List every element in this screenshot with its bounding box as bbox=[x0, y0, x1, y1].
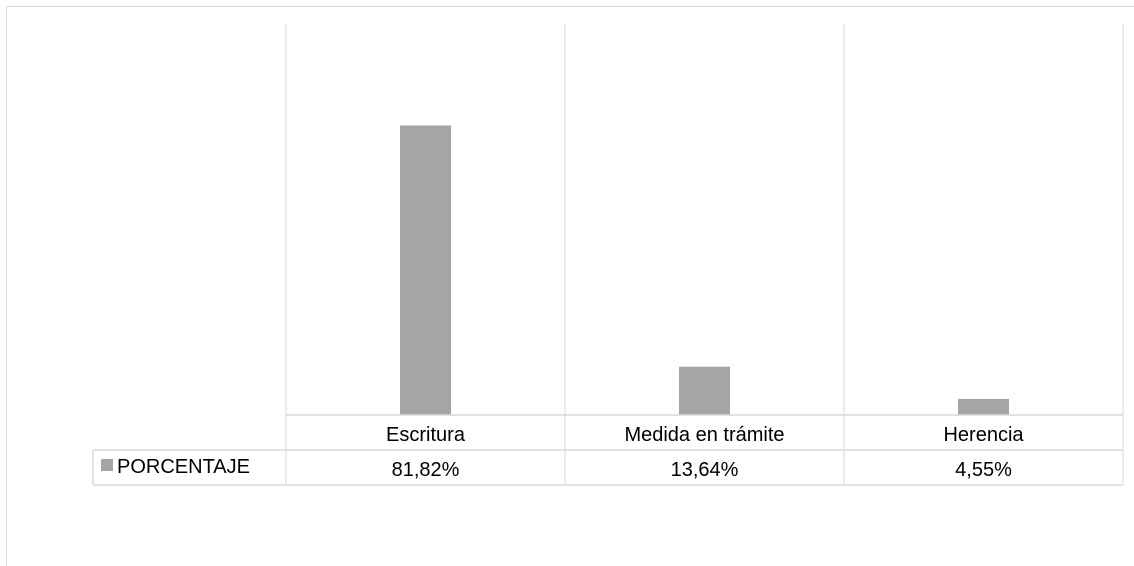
category-label: Medida en trámite bbox=[624, 424, 784, 446]
data-table: Escritura Medida en trámite Herencia 81,82… bbox=[92, 414, 1123, 486]
category-separators bbox=[285, 24, 1124, 485]
bar-escritura bbox=[400, 125, 451, 416]
legend-key-porcentaje bbox=[101, 459, 113, 471]
bar-herencia bbox=[958, 398, 1009, 415]
value-label: 13,64% bbox=[671, 459, 739, 481]
bar-medida-en-tr-mite bbox=[679, 366, 730, 415]
bars bbox=[400, 125, 1009, 416]
chart-frame bbox=[6, 6, 1134, 566]
value-label: 81,82% bbox=[392, 459, 460, 481]
data-table-lines bbox=[92, 414, 1123, 486]
category-label: Herencia bbox=[943, 424, 1024, 446]
chart: Escritura Medida en trámite Herencia 81,82… bbox=[92, 24, 1124, 486]
value-label: 4,55% bbox=[955, 459, 1012, 481]
legend-series-name: PORCENTAJE bbox=[117, 456, 250, 478]
category-labels: Escritura Medida en trámite Herencia bbox=[386, 424, 1024, 446]
value-labels: 81,82% 13,64% 4,55% bbox=[392, 459, 1012, 481]
category-label: Escritura bbox=[386, 424, 466, 446]
